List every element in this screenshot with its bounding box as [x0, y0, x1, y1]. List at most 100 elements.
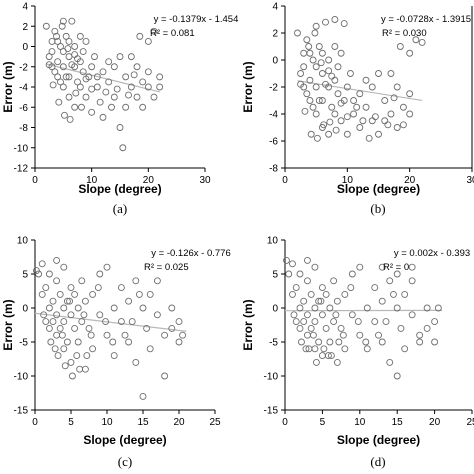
data-point [307, 290, 315, 298]
data-point [32, 267, 40, 275]
x-tick-label: 10 [342, 175, 354, 186]
data-point [85, 324, 93, 332]
data-point [76, 83, 84, 91]
data-point [122, 103, 130, 111]
x-tick-label: 20 [143, 175, 155, 186]
data-point [331, 76, 339, 84]
data-point [416, 331, 424, 339]
data-point [116, 53, 124, 61]
data-point [89, 345, 97, 353]
data-point [53, 32, 60, 40]
data-point [292, 284, 300, 292]
data-point [125, 338, 133, 346]
y-tick-label: -5 [269, 338, 278, 349]
y-tick-label: -10 [14, 143, 29, 154]
r-squared-label: R² = 0 [383, 262, 409, 273]
data-point [82, 37, 90, 45]
data-point [318, 352, 326, 360]
data-point [356, 90, 364, 98]
y-tick-label: -10 [264, 372, 279, 383]
y-tick-label: -10 [14, 372, 29, 383]
data-point [348, 270, 356, 278]
data-point [356, 263, 364, 271]
data-point [79, 68, 87, 76]
data-point [117, 318, 125, 326]
data-point [322, 324, 330, 332]
data-point [53, 331, 61, 339]
data-point [306, 97, 314, 104]
data-point [386, 277, 394, 285]
data-point [62, 32, 70, 40]
data-point [290, 311, 298, 319]
data-point [51, 68, 59, 76]
data-point [38, 260, 46, 268]
data-point [102, 318, 110, 326]
data-point [325, 56, 333, 64]
data-point [110, 352, 118, 360]
r-squared-label: R² = 0.025 [144, 262, 189, 273]
data-point [105, 58, 113, 66]
regression-equation: y = 0.002x - 0.393 [394, 248, 470, 259]
data-point [63, 338, 71, 346]
data-point [78, 277, 86, 285]
r-squared-label: R² = 0.030 [382, 28, 427, 39]
data-point [110, 93, 118, 101]
y-tick-label: 0 [272, 304, 278, 315]
data-point [117, 284, 125, 292]
data-point [74, 55, 81, 63]
data-point [303, 256, 311, 264]
data-point [332, 126, 340, 134]
data-point [317, 59, 325, 67]
data-point [312, 22, 320, 30]
data-point [322, 18, 329, 26]
data-point [328, 72, 336, 80]
data-point [309, 103, 317, 111]
data-point [81, 297, 89, 305]
data-point [96, 270, 104, 278]
data-point [297, 80, 305, 88]
data-point [73, 352, 81, 360]
data-point [146, 290, 154, 298]
data-point [371, 318, 379, 326]
data-point [296, 324, 304, 332]
data-point [113, 85, 121, 93]
y-tick-label: 2 [272, 29, 278, 40]
data-point [65, 53, 73, 61]
data-point [143, 324, 151, 332]
y-tick-label: 5 [272, 270, 278, 281]
data-point [397, 324, 405, 332]
data-point [175, 338, 183, 346]
data-point [334, 90, 342, 98]
data-point [74, 304, 82, 312]
data-point [318, 284, 326, 292]
data-point [51, 345, 59, 353]
data-point [375, 331, 382, 339]
data-point [368, 117, 376, 125]
data-point [63, 297, 71, 305]
data-point [418, 39, 426, 46]
chart-panel-2: -8 -6 -4 -2 0 2 4 0 10 20 30 y = -0.0728x - 1.3915 R… [241, 2, 474, 217]
data-point [303, 311, 311, 319]
data-point [322, 290, 330, 298]
data-point [303, 36, 311, 44]
data-point [301, 107, 309, 115]
y-tick-label: 2 [22, 22, 28, 33]
data-point [54, 352, 62, 360]
data-point [354, 318, 362, 326]
data-point [350, 97, 358, 104]
data-point [54, 73, 62, 81]
y-axis-title: Error (m) [241, 61, 255, 112]
data-point [320, 121, 328, 129]
data-point [71, 290, 79, 298]
x-tick-label: 15 [392, 417, 404, 428]
data-point [326, 338, 334, 346]
data-point [89, 290, 97, 298]
y-tick-label: -2 [269, 83, 278, 94]
data-point [303, 90, 311, 98]
data-point [139, 103, 147, 111]
data-point [307, 130, 315, 138]
data-point [42, 22, 50, 30]
data-point [431, 338, 439, 346]
data-point [371, 113, 379, 121]
data-point [88, 63, 96, 71]
